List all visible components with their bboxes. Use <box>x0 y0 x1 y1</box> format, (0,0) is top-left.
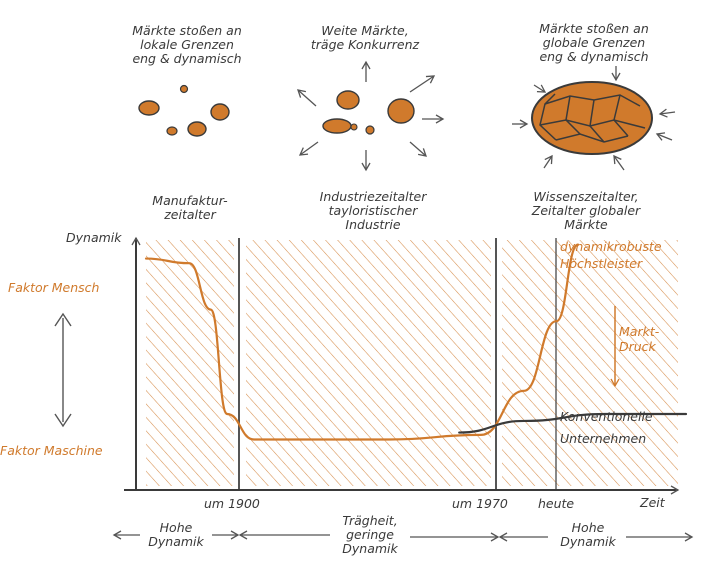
caption-line: globale Grenzen <box>542 35 646 50</box>
caption-line: tayloristischer <box>328 203 418 218</box>
tick-label-heute: heute <box>538 496 575 511</box>
era-manufaktur-caption: Manufaktur- zeitalter <box>130 194 250 222</box>
local-markets-illustration <box>138 84 230 137</box>
robust-performers-label: dynamikrobuste Höchstleister <box>560 238 662 272</box>
human-machine-arrow-bottom <box>54 413 72 428</box>
scenario-local-caption: Märkte stoßen an lokale Grenzen eng & dy… <box>112 24 262 66</box>
label-line: Konventionelle <box>560 409 653 424</box>
caption-line: geringe <box>346 527 394 542</box>
caption-line: Dynamik <box>342 541 398 556</box>
caption-line: Dynamik <box>148 534 204 549</box>
market-pressure-label: Markt- Druck <box>619 324 659 354</box>
scenario-global-caption: Märkte stoßen an globale Grenzen eng & d… <box>516 22 672 64</box>
era-bands <box>146 240 678 486</box>
caption-line: Märkte stoßen an <box>539 21 649 36</box>
label-line: Markt- <box>619 324 660 339</box>
band-manufaktur <box>146 240 234 486</box>
band-wissen <box>502 240 678 486</box>
caption-line: eng & dynamisch <box>132 51 242 66</box>
tick-label-1970: um 1970 <box>452 496 508 511</box>
faktor-mensch-label: Faktor Mensch <box>8 280 100 295</box>
band-industrie <box>246 240 491 486</box>
caption-line: Industrie <box>345 217 401 232</box>
caption-line: träge Konkurrenz <box>310 37 420 52</box>
phase-high-dynamics-1: Hohe Dynamik <box>138 521 214 549</box>
caption-line: Manufaktur- <box>152 193 228 208</box>
y-axis-label: Dynamik <box>66 230 122 245</box>
chart-series <box>144 243 688 441</box>
label-line: Höchstleister <box>560 256 643 271</box>
caption-line: Dynamik <box>560 534 616 549</box>
caption-line: Industriezeitalter <box>319 189 427 204</box>
era-industrie-caption: Industriezeitalter tayloristischer Indus… <box>298 190 448 232</box>
phase-inertia: Trägheit, geringe Dynamik <box>330 514 410 556</box>
x-axis-label: Zeit <box>640 495 665 510</box>
caption-line: Trägheit, <box>342 513 398 528</box>
conventional-companies-curve <box>458 412 688 434</box>
era-wissen-caption: Wissenszeitalter, Zeitalter globaler Mär… <box>508 190 664 232</box>
label-line: dynamikrobuste <box>560 239 662 254</box>
human-machine-arrow-top <box>54 312 72 327</box>
caption-line: eng & dynamisch <box>539 49 649 64</box>
robust-performers-curve <box>144 243 580 441</box>
caption-line: Hohe <box>159 520 193 535</box>
label-line: Unternehmen <box>560 431 647 446</box>
caption-line: lokale Grenzen <box>140 37 234 52</box>
scenario-wide-caption: Weite Märkte, träge Konkurrenz <box>290 24 440 52</box>
conventional-companies-label: Konventionelle Unternehmen <box>560 406 653 450</box>
caption-line: Wissenszeitalter, <box>533 189 639 204</box>
caption-line: Märkte <box>564 217 608 232</box>
label-line: Druck <box>619 339 656 354</box>
phase-high-dynamics-2: Hohe Dynamik <box>548 521 628 549</box>
caption-line: Märkte stoßen an <box>132 23 242 38</box>
faktor-maschine-label: Faktor Maschine <box>0 443 103 458</box>
global-markets-illustration <box>512 66 676 171</box>
tick-label-1900: um 1900 <box>204 496 260 511</box>
caption-line: Zeitalter globaler <box>531 203 641 218</box>
caption-line: Weite Märkte, <box>321 23 409 38</box>
phase-arrows <box>112 530 694 542</box>
caption-line: zeitalter <box>164 207 216 222</box>
caption-line: Hohe <box>571 520 605 535</box>
wide-markets-illustration <box>297 60 445 172</box>
